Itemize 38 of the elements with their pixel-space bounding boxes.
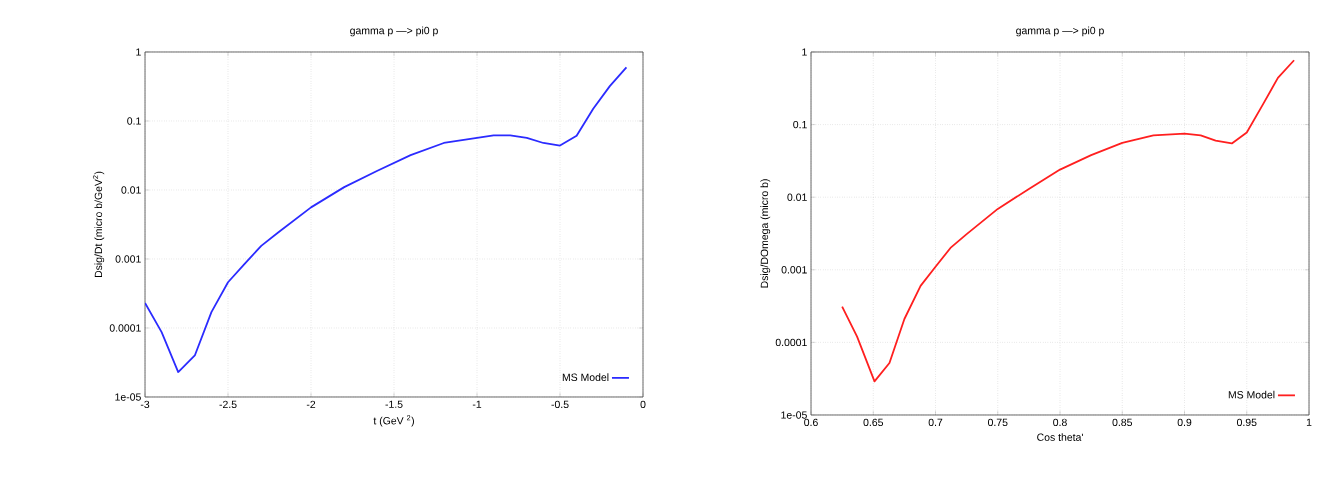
x-tick-label: 0.8 <box>1053 418 1067 427</box>
x-tick-label: 1 <box>1306 418 1312 426</box>
y-tick-label: 0.001 <box>115 255 141 263</box>
y-tick-label: 0.1 <box>793 120 807 129</box>
x-tick-label: 0.9 <box>1177 418 1192 427</box>
x-tick-label: -2.5 <box>219 400 237 409</box>
y-tick-label: 1e-05 <box>781 411 807 419</box>
line-series <box>145 66 628 373</box>
y-tick-label: 0.1 <box>127 117 141 125</box>
y-tick-label: 0.0001 <box>775 338 807 347</box>
y-tick-label: 1e-05 <box>115 393 141 401</box>
legend-label: MS Model <box>1228 390 1275 399</box>
x-tick-label: -1.5 <box>385 400 403 408</box>
x-tick-label: -0.5 <box>551 400 569 409</box>
chart-title: gamma p —> pi0 p <box>1016 26 1104 37</box>
x-tick-label: -1 <box>472 400 482 408</box>
x-tick-label: 0.6 <box>804 418 818 427</box>
x-tick-label: 0.75 <box>987 418 1008 427</box>
x-tick-label: 0.7 <box>928 418 943 427</box>
y-tick-label: 0.0001 <box>109 324 141 332</box>
y-tick-label: 0.001 <box>781 266 807 274</box>
x-tick-label: -3 <box>140 400 150 409</box>
x-tick-label: 0.65 <box>863 418 883 427</box>
legend-label: MS Model <box>562 373 609 381</box>
x-axis-title: Cos theta' <box>1037 433 1083 441</box>
y-tick-label: 0.01 <box>787 193 807 201</box>
y-tick-label: 0.01 <box>121 186 141 194</box>
y-axis-title: Dsig/DOmega (micro b) <box>760 179 771 288</box>
x-tick-label: 0.85 <box>1112 418 1132 427</box>
x-tick-label: -2 <box>306 400 316 408</box>
chart-title: gamma p —> pi0 p <box>350 26 438 37</box>
x-axis-title: t (GeV $^{2}$) <box>373 415 414 427</box>
y-axis-title: Dsig/Dt (micro b/GeV$^{2}$) <box>92 171 105 278</box>
line-series <box>841 59 1295 383</box>
x-tick-label: 0 <box>640 400 646 409</box>
y-tick-label: 1 <box>802 48 807 56</box>
y-tick-label: 1 <box>136 48 141 56</box>
x-tick-label: 0.95 <box>1236 418 1257 427</box>
